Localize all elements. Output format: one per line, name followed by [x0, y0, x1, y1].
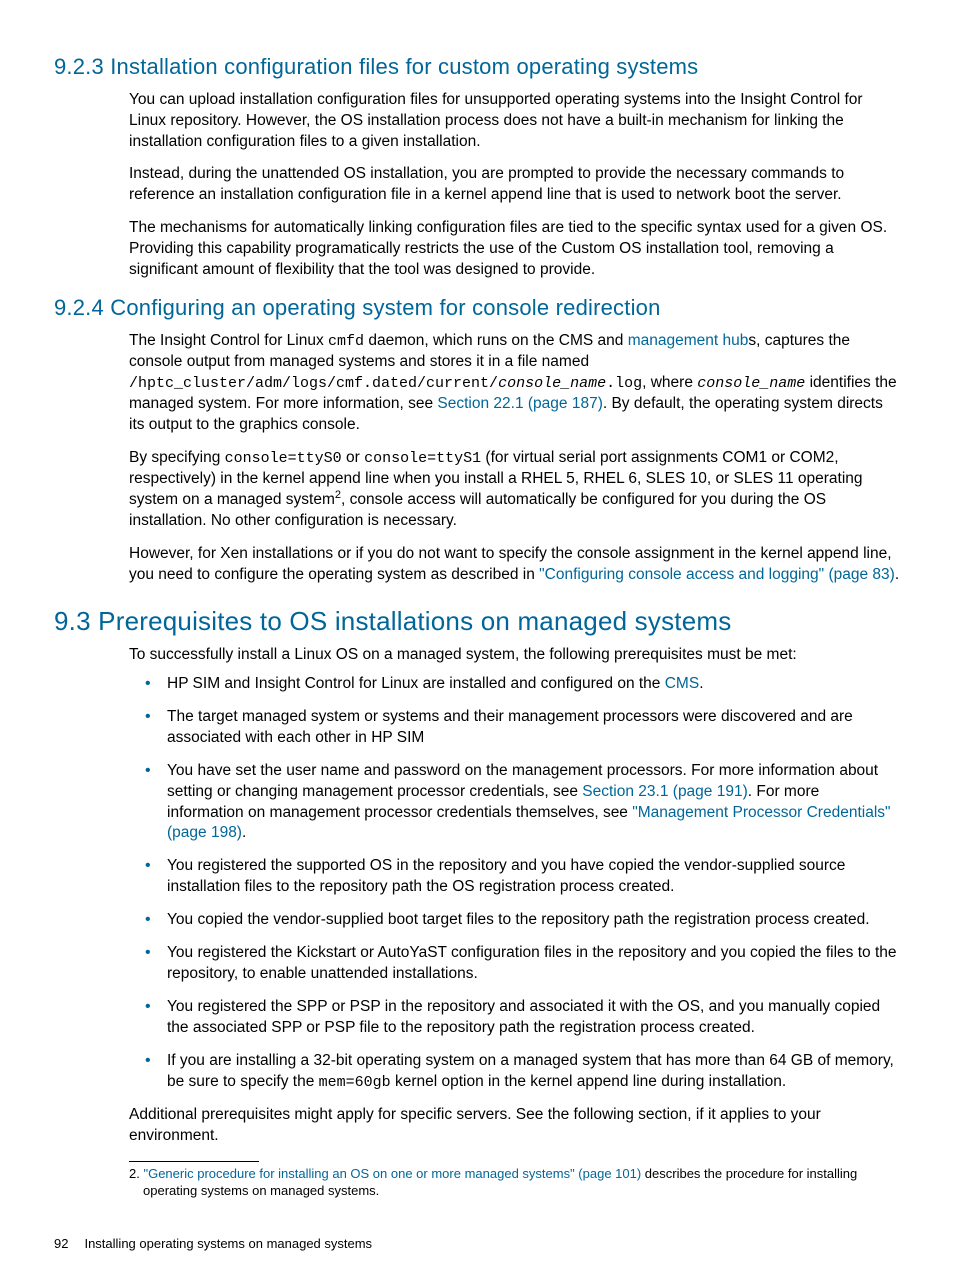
code-var: console_name [498, 375, 606, 392]
heading-9-3: 9.3 Prerequisites to OS installations on… [54, 604, 900, 639]
footnote-number: 2. [129, 1166, 140, 1181]
code-path: .log [606, 375, 642, 392]
list-item: You registered the SPP or PSP in the rep… [167, 997, 900, 1039]
code-inline: mem=60gb [319, 1074, 391, 1091]
link-generic-procedure[interactable]: "Generic procedure for installing an OS … [143, 1166, 641, 1181]
heading-9-2-4: 9.2.4 Configuring an operating system fo… [54, 293, 900, 323]
text-run: HP SIM and Insight Control for Linux are… [167, 675, 665, 692]
link-section-23-1[interactable]: Section 23.1 (page 191) [582, 783, 747, 800]
list-item: HP SIM and Insight Control for Linux are… [167, 674, 900, 695]
footnote: 2. "Generic procedure for installing an … [143, 1166, 900, 1200]
code-inline: console=ttyS1 [364, 450, 481, 467]
section-9-2-3-body: You can upload installation configuratio… [129, 90, 900, 281]
text-run: . [242, 824, 246, 841]
section-9-2-4-body: The Insight Control for Linux cmfd daemo… [129, 331, 900, 586]
list-item: If you are installing a 32-bit operating… [167, 1051, 900, 1093]
footnote-rule [129, 1161, 259, 1162]
text-run: . [699, 675, 703, 692]
link-section-22-1[interactable]: Section 22.1 (page 187) [437, 395, 602, 412]
paragraph: By specifying console=ttyS0 or console=t… [129, 448, 900, 532]
prerequisites-list: HP SIM and Insight Control for Linux are… [129, 674, 900, 1093]
list-item: You copied the vendor-supplied boot targ… [167, 910, 900, 931]
code-path: /hptc_cluster/adm/logs/cmf.dated/current… [129, 375, 498, 392]
text-run: . [895, 566, 899, 583]
code-inline: console=ttyS0 [225, 450, 342, 467]
paragraph: To successfully install a Linux OS on a … [129, 645, 900, 666]
code-var: console_name [697, 375, 805, 392]
link-cms[interactable]: CMS [665, 675, 699, 692]
heading-9-2-3: 9.2.3 Installation configuration files f… [54, 52, 900, 82]
list-item: You registered the Kickstart or AutoYaST… [167, 943, 900, 985]
text-run: The Insight Control for Linux [129, 332, 328, 349]
page-footer: 92 Installing operating systems on manage… [54, 1235, 372, 1253]
text-run: daemon, which runs on the CMS and [364, 332, 628, 349]
paragraph: You can upload installation configuratio… [129, 90, 900, 153]
paragraph: Additional prerequisites might apply for… [129, 1105, 900, 1147]
list-item: You have set the user name and password … [167, 761, 900, 845]
paragraph: Instead, during the unattended OS instal… [129, 164, 900, 206]
text-run: By specifying [129, 449, 225, 466]
paragraph: However, for Xen installations or if you… [129, 544, 900, 586]
text-run: or [342, 449, 364, 466]
code-inline: cmfd [328, 333, 364, 350]
footer-title: Installing operating systems on managed … [84, 1236, 372, 1251]
section-9-3-body: To successfully install a Linux OS on a … [129, 645, 900, 1200]
paragraph: The Insight Control for Linux cmfd daemo… [129, 331, 900, 436]
link-management-hub[interactable]: management hub [628, 332, 749, 349]
page-number: 92 [54, 1236, 68, 1251]
paragraph: The mechanisms for automatically linking… [129, 218, 900, 281]
list-item: The target managed system or systems and… [167, 707, 900, 749]
document-page: 9.2.3 Installation configuration files f… [0, 0, 954, 1271]
list-item: You registered the supported OS in the r… [167, 856, 900, 898]
link-configuring-console[interactable]: "Configuring console access and logging"… [539, 566, 895, 583]
text-run: kernel option in the kernel append line … [391, 1073, 787, 1090]
text-run: , where [642, 374, 697, 391]
